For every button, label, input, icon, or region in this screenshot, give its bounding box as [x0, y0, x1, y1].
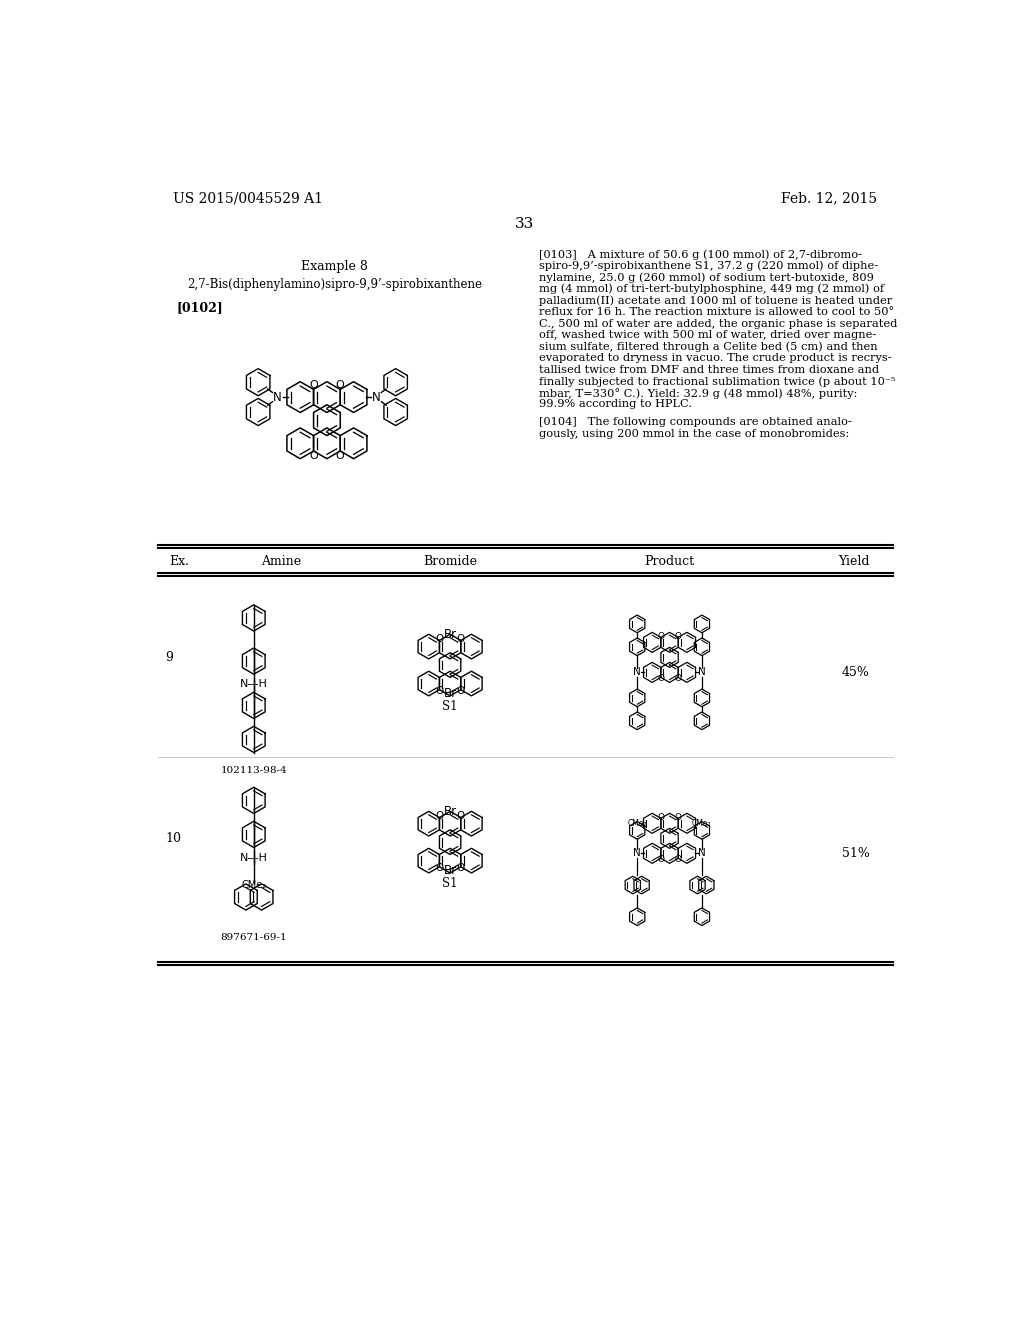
Text: reflux for 16 h. The reaction mixture is allowed to cool to 50°: reflux for 16 h. The reaction mixture is… — [539, 308, 894, 317]
Text: CMe₂: CMe₂ — [628, 820, 647, 829]
Text: 9: 9 — [165, 651, 173, 664]
Text: N—H: N—H — [240, 853, 267, 862]
Text: nylamine, 25.0 g (260 mmol) of sodium tert-butoxide, 809: nylamine, 25.0 g (260 mmol) of sodium te… — [539, 272, 873, 282]
Text: Product: Product — [644, 556, 694, 569]
Text: 10: 10 — [165, 832, 181, 845]
Text: O: O — [657, 632, 665, 640]
Text: O: O — [657, 855, 665, 863]
Text: O: O — [675, 675, 682, 682]
Text: O: O — [457, 810, 465, 821]
Text: Feb. 12, 2015: Feb. 12, 2015 — [781, 191, 878, 206]
Text: O: O — [336, 450, 345, 461]
Text: Amine: Amine — [261, 556, 301, 569]
Text: N: N — [698, 668, 706, 677]
Text: O: O — [457, 686, 465, 697]
Text: N: N — [633, 849, 641, 858]
Text: 33: 33 — [515, 216, 535, 231]
Text: O: O — [675, 632, 682, 640]
Text: [0104]   The following compounds are obtained analo-: [0104] The following compounds are obtai… — [539, 417, 851, 428]
Text: O: O — [675, 855, 682, 863]
Text: tallised twice from DMF and three times from dioxane and: tallised twice from DMF and three times … — [539, 364, 879, 375]
Text: US 2015/0045529 A1: US 2015/0045529 A1 — [173, 191, 323, 206]
Text: off, washed twice with 500 ml of water, dried over magne-: off, washed twice with 500 ml of water, … — [539, 330, 876, 341]
Text: N: N — [373, 391, 381, 404]
Text: Example 8: Example 8 — [301, 260, 368, 273]
Text: Yield: Yield — [839, 556, 869, 569]
Text: gously, using 200 mmol in the case of monobromides:: gously, using 200 mmol in the case of mo… — [539, 429, 849, 438]
Text: mg (4 mmol) of tri-tert-butylphosphine, 449 mg (2 mmol) of: mg (4 mmol) of tri-tert-butylphosphine, … — [539, 284, 884, 294]
Text: 2,7-Bis(diphenylamino)sipro-9,9’-spirobixanthene: 2,7-Bis(diphenylamino)sipro-9,9’-spirobi… — [187, 277, 482, 290]
Text: spiro-9,9’-spirobixanthene S1, 37.2 g (220 mmol) of diphe-: spiro-9,9’-spirobixanthene S1, 37.2 g (2… — [539, 261, 878, 272]
Text: 51%: 51% — [842, 847, 869, 859]
Text: O: O — [457, 634, 465, 644]
Text: N: N — [698, 849, 706, 858]
Text: Br: Br — [443, 863, 457, 876]
Text: O: O — [675, 813, 682, 822]
Text: N: N — [272, 391, 282, 404]
Text: CMe₂: CMe₂ — [692, 820, 712, 829]
Text: O: O — [309, 450, 317, 461]
Text: Br: Br — [443, 805, 457, 818]
Text: CMe₂: CMe₂ — [242, 880, 266, 890]
Text: evaporated to dryness in vacuo. The crude product is recrys-: evaporated to dryness in vacuo. The crud… — [539, 354, 891, 363]
Text: mbar, T=330° C.). Yield: 32.9 g (48 mmol) 48%, purity:: mbar, T=330° C.). Yield: 32.9 g (48 mmol… — [539, 388, 857, 399]
Text: palladium(II) acetate and 1000 ml of toluene is heated under: palladium(II) acetate and 1000 ml of tol… — [539, 296, 892, 306]
Text: 45%: 45% — [842, 665, 869, 678]
Text: Ex.: Ex. — [169, 556, 189, 569]
Text: O: O — [309, 380, 317, 389]
Text: O: O — [457, 863, 465, 874]
Text: O: O — [657, 675, 665, 682]
Text: Br: Br — [443, 686, 457, 700]
Text: sium sulfate, filtered through a Celite bed (5 cm) and then: sium sulfate, filtered through a Celite … — [539, 342, 878, 352]
Text: Br: Br — [443, 628, 457, 642]
Text: N—H: N—H — [240, 680, 267, 689]
Text: S1: S1 — [442, 876, 458, 890]
Text: [0102]: [0102] — [177, 301, 223, 314]
Text: O: O — [657, 813, 665, 822]
Text: O: O — [435, 686, 443, 697]
Text: O: O — [435, 810, 443, 821]
Text: O: O — [435, 863, 443, 874]
Text: 897671-69-1: 897671-69-1 — [220, 933, 287, 942]
Text: 102113-98-4: 102113-98-4 — [220, 767, 287, 775]
Text: [0103]   A mixture of 50.6 g (100 mmol) of 2,7-dibromo-: [0103] A mixture of 50.6 g (100 mmol) of… — [539, 249, 861, 260]
Text: finally subjected to fractional sublimation twice (p about 10⁻⁵: finally subjected to fractional sublimat… — [539, 376, 895, 387]
Text: C., 500 ml of water are added, the organic phase is separated: C., 500 ml of water are added, the organ… — [539, 318, 897, 329]
Text: Bromide: Bromide — [423, 556, 477, 569]
Text: S1: S1 — [442, 700, 458, 713]
Text: O: O — [435, 634, 443, 644]
Text: O: O — [336, 380, 345, 389]
Text: N: N — [633, 668, 641, 677]
Text: 99.9% according to HPLC.: 99.9% according to HPLC. — [539, 400, 691, 409]
